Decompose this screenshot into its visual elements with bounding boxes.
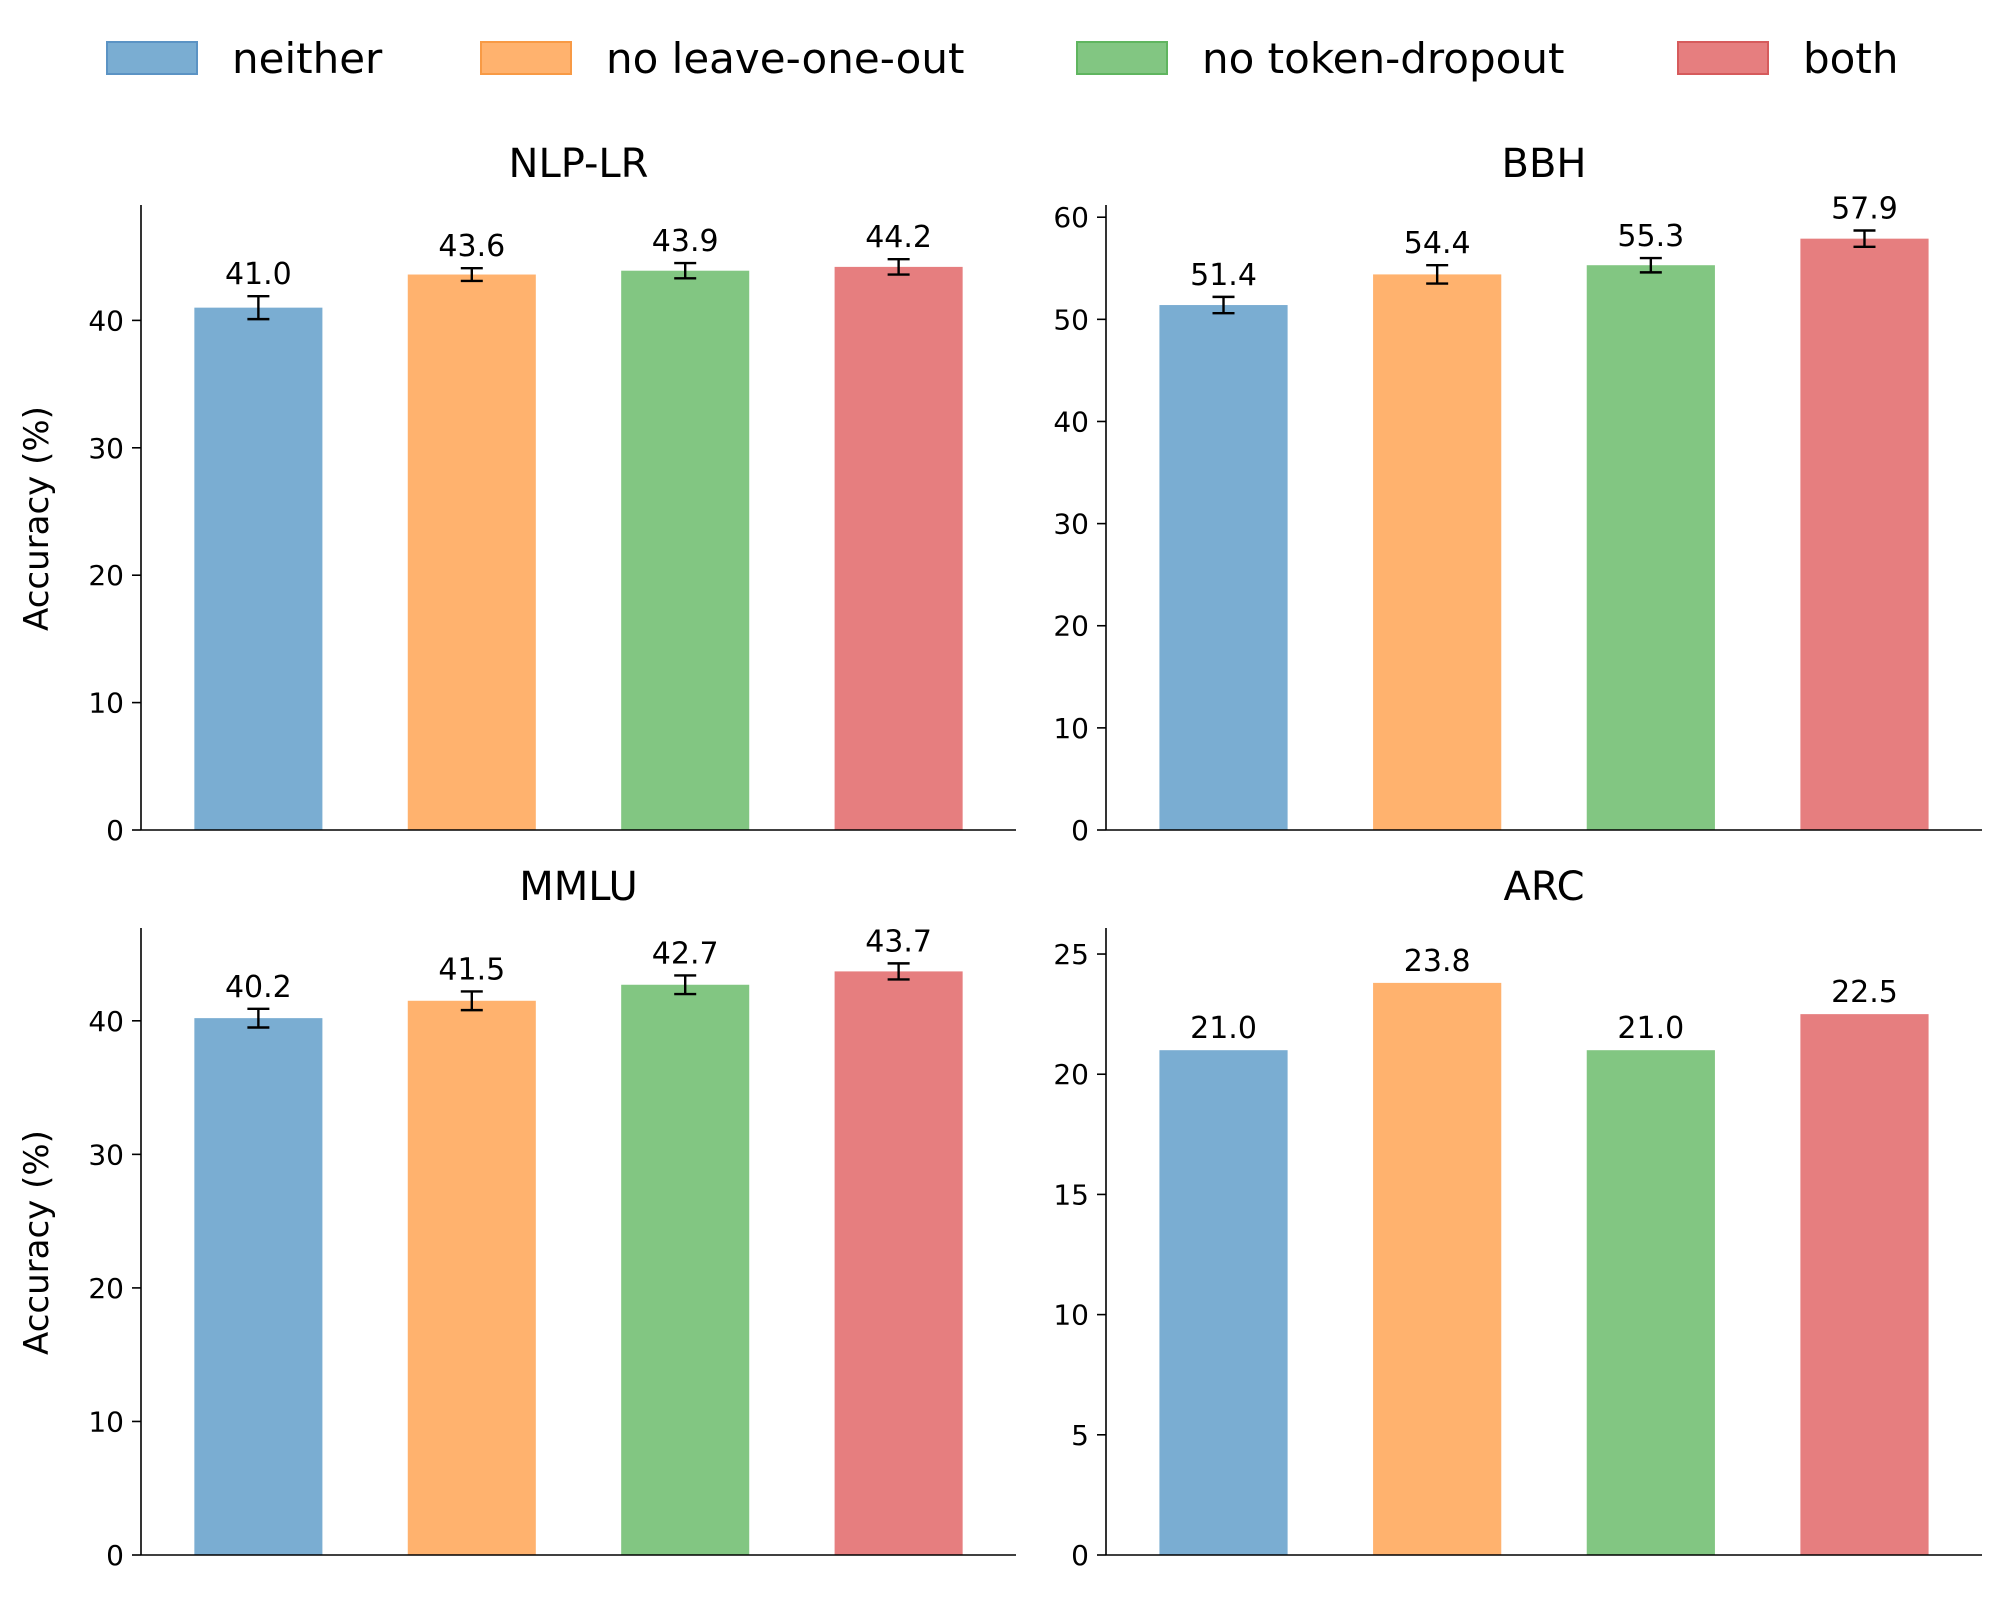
bar-both [1800, 238, 1929, 831]
legend-label: no leave-one-out [606, 34, 964, 83]
legend-swatch [480, 41, 572, 75]
value-label: 43.6 [438, 229, 505, 264]
legend-label: both [1803, 34, 1898, 83]
value-label: 23.8 [1404, 944, 1471, 979]
y-tick-label: 20 [1053, 610, 1089, 643]
panels: NLP-LR Accuracy (%) 41.0 43.6 43.9 44.2 0 10 20 3… [17, 141, 1982, 1572]
legend-entry-2: no token-dropout [1076, 34, 1564, 83]
y-tick-label: 0 [1071, 814, 1089, 847]
y-tick-label: 0 [106, 1539, 124, 1572]
legend: neither no leave-one-out no token-dropout b… [106, 34, 1898, 83]
bar-no-leave-one-out [1373, 982, 1502, 1555]
y-tick-label: 30 [88, 1138, 124, 1171]
bar-neither [194, 1018, 323, 1555]
value-label: 41.0 [225, 257, 292, 292]
panel-title: ARC [1503, 864, 1584, 910]
legend-label: neither [232, 34, 383, 83]
bar-no-token-dropout [1586, 265, 1715, 831]
y-tick-label: 20 [88, 559, 124, 592]
value-label: 43.9 [652, 224, 719, 259]
bar-no-leave-one-out [1373, 274, 1502, 830]
value-label: 54.4 [1404, 226, 1471, 261]
y-tick-label: 60 [1053, 201, 1089, 234]
y-tick-label: 10 [88, 687, 124, 720]
value-label: 51.4 [1190, 258, 1257, 293]
bar-neither [1159, 305, 1288, 830]
panel-title: MMLU [519, 864, 638, 910]
y-tick-label: 40 [1053, 405, 1089, 438]
value-label: 42.7 [652, 936, 719, 971]
bar-no-leave-one-out [407, 1000, 536, 1555]
y-axis-label: Accuracy (%) [17, 1130, 57, 1355]
value-label: 40.2 [225, 970, 292, 1005]
y-tick-label: 40 [88, 1005, 124, 1038]
bar-neither [1159, 1050, 1288, 1555]
y-tick-label: 0 [106, 814, 124, 847]
y-tick-label: 5 [1071, 1419, 1089, 1452]
y-tick-label: 40 [88, 304, 124, 337]
y-tick-label: 50 [1053, 303, 1089, 336]
value-label: 21.0 [1190, 1011, 1257, 1046]
bar-no-leave-one-out [407, 274, 536, 830]
y-axis-label: Accuracy (%) [17, 406, 57, 631]
value-label: 43.7 [865, 924, 932, 959]
y-tick-label: 25 [1053, 938, 1089, 971]
bar-no-token-dropout [1586, 1050, 1715, 1555]
panel-bbh: BBH 51.4 54.4 55.3 57.9 0 10 20 30 40 50 60 [1053, 141, 1982, 847]
value-label: 57.9 [1831, 191, 1898, 226]
y-tick-label: 10 [1053, 1299, 1089, 1332]
value-label: 21.0 [1617, 1011, 1684, 1046]
bar-both [1800, 1014, 1929, 1555]
y-tick-label: 30 [88, 432, 124, 465]
y-tick-label: 10 [88, 1405, 124, 1438]
y-tick-label: 10 [1053, 712, 1089, 745]
bar-both [834, 971, 963, 1555]
legend-label: no token-dropout [1202, 34, 1564, 83]
bar-no-token-dropout [621, 270, 750, 831]
value-label: 55.3 [1617, 219, 1684, 254]
legend-entry-3: both [1677, 34, 1898, 83]
legend-swatch [1677, 41, 1769, 75]
value-label: 22.5 [1831, 975, 1898, 1010]
value-label: 44.2 [865, 220, 932, 255]
panel-title: BBH [1502, 141, 1587, 187]
value-label: 41.5 [438, 952, 505, 987]
bar-both [834, 266, 963, 830]
y-tick-label: 15 [1053, 1178, 1089, 1211]
legend-entry-1: no leave-one-out [480, 34, 964, 83]
bar-no-token-dropout [621, 984, 750, 1555]
y-tick-label: 20 [88, 1272, 124, 1305]
y-tick-label: 0 [1071, 1539, 1089, 1572]
legend-swatch [106, 41, 198, 75]
y-tick-label: 30 [1053, 508, 1089, 541]
y-tick-label: 20 [1053, 1058, 1089, 1091]
panel-title: NLP-LR [509, 141, 649, 187]
panel-nlp-lr: NLP-LR Accuracy (%) 41.0 43.6 43.9 44.2 0 10 20 3… [17, 141, 1016, 847]
panel-mmlu: MMLU Accuracy (%) 40.2 41.5 42.7 43.7 0 10 20 30 4… [17, 864, 1016, 1572]
bar-neither [194, 307, 323, 830]
legend-swatch [1076, 41, 1168, 75]
legend-entry-0: neither [106, 34, 383, 83]
panel-arc: ARC 21.0 23.8 21.0 22.5 0 5 10 15 20 25 [1053, 864, 1982, 1572]
